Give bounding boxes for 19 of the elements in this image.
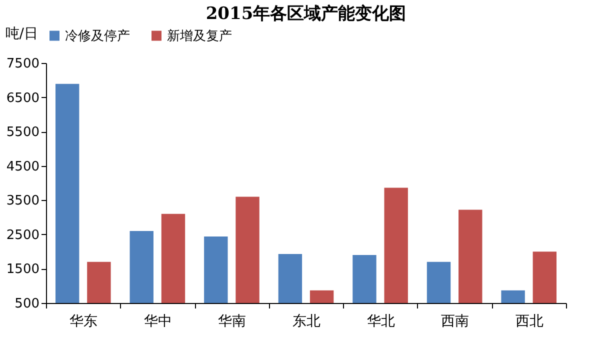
x-tick-label: 华东 — [70, 314, 98, 330]
x-tick-label: 华北 — [366, 314, 395, 330]
legend-label: 冷修及停产 — [65, 28, 130, 44]
y-tick-label: 500 — [14, 296, 40, 312]
y-tick-label: 2500 — [6, 228, 40, 243]
y-tick-label: 1500 — [6, 262, 40, 278]
y-axis-title: 吨/日 — [5, 26, 38, 42]
y-tick-label: 5500 — [6, 125, 40, 140]
x-tick-label: 华南 — [218, 314, 246, 330]
x-tick-label: 西南 — [441, 314, 470, 330]
y-tick-label: 6500 — [6, 90, 40, 106]
x-tick-label: 东北 — [292, 314, 320, 330]
y-tick-label: 4500 — [6, 159, 40, 174]
x-tick-label: 华中 — [144, 314, 172, 330]
y-tick-label: 3500 — [6, 194, 40, 209]
chart-title: 2015年各区域产能变化图 — [206, 4, 406, 24]
y-tick-label: 7500 — [6, 56, 40, 72]
x-tick-label: 西北 — [515, 314, 544, 330]
legend-label: 新增及复产 — [167, 28, 232, 44]
